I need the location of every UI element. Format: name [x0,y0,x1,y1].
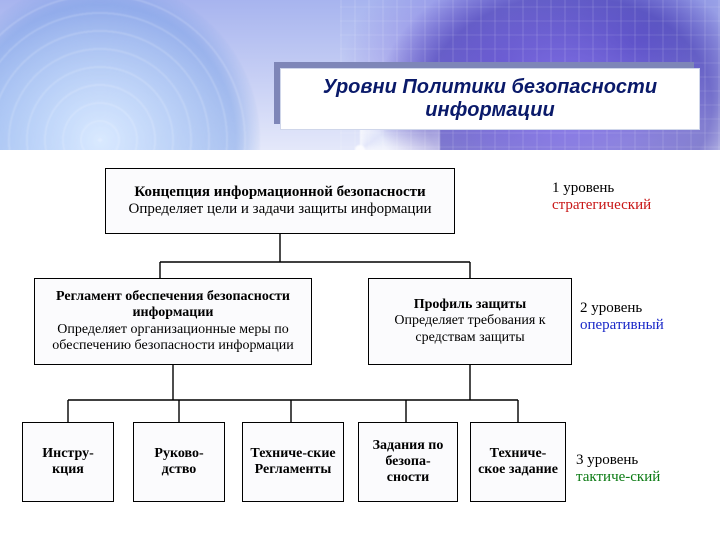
level1-concept-box: Концепция информационной безопасности Оп… [105,168,455,234]
level2-reglament-box: Регламент обеспечения безопасности инфор… [34,278,312,365]
level3-item: Техниче-ские Регламенты [249,446,337,478]
level1-side-key: стратегический [552,197,651,213]
level3-item: Инстру-кция [29,446,107,478]
level2-side-key: оперативный [580,317,664,333]
level1-side-label: 1 уровень стратегический [552,180,651,215]
level2-profile-box: Профиль защиты Определяет требования к с… [368,278,572,365]
level3-item: Руково-дство [140,446,218,478]
title-banner: Уровни Политики безопасности информации [280,68,700,130]
level3-item: Задания по безопа-сности [365,438,451,486]
level1-side-num: 1 уровень [552,180,614,196]
level3-techtask-box: Техниче-ское задание [470,422,566,502]
title-front: Уровни Политики безопасности информации [280,68,700,130]
level3-side-key: тактиче-ский [576,469,660,485]
level2-side-num: 2 уровень [580,300,642,316]
level3-side-label: 3 уровень тактиче-ский [576,452,660,487]
level2-side-label: 2 уровень оперативный [580,300,664,335]
level2-left-heading: Регламент обеспечения безопасности инфор… [41,289,305,321]
level1-body: Определяет цели и задачи защиты информац… [129,201,432,218]
page-title: Уровни Политики безопасности информации [291,76,689,122]
level3-instruction-box: Инстру-кция [22,422,114,502]
level3-side-num: 3 уровень [576,452,638,468]
level2-right-body: Определяет требования к средствам защиты [375,313,565,345]
level3-techreg-box: Техниче-ские Регламенты [242,422,344,502]
level2-left-body: Определяет организационные меры по обесп… [41,322,305,354]
level3-tasks-box: Задания по безопа-сности [358,422,458,502]
level3-item: Техниче-ское задание [477,446,559,478]
level3-guide-box: Руково-дство [133,422,225,502]
level2-right-heading: Профиль защиты [414,297,527,313]
level1-heading: Концепция информационной безопасности [134,184,425,201]
